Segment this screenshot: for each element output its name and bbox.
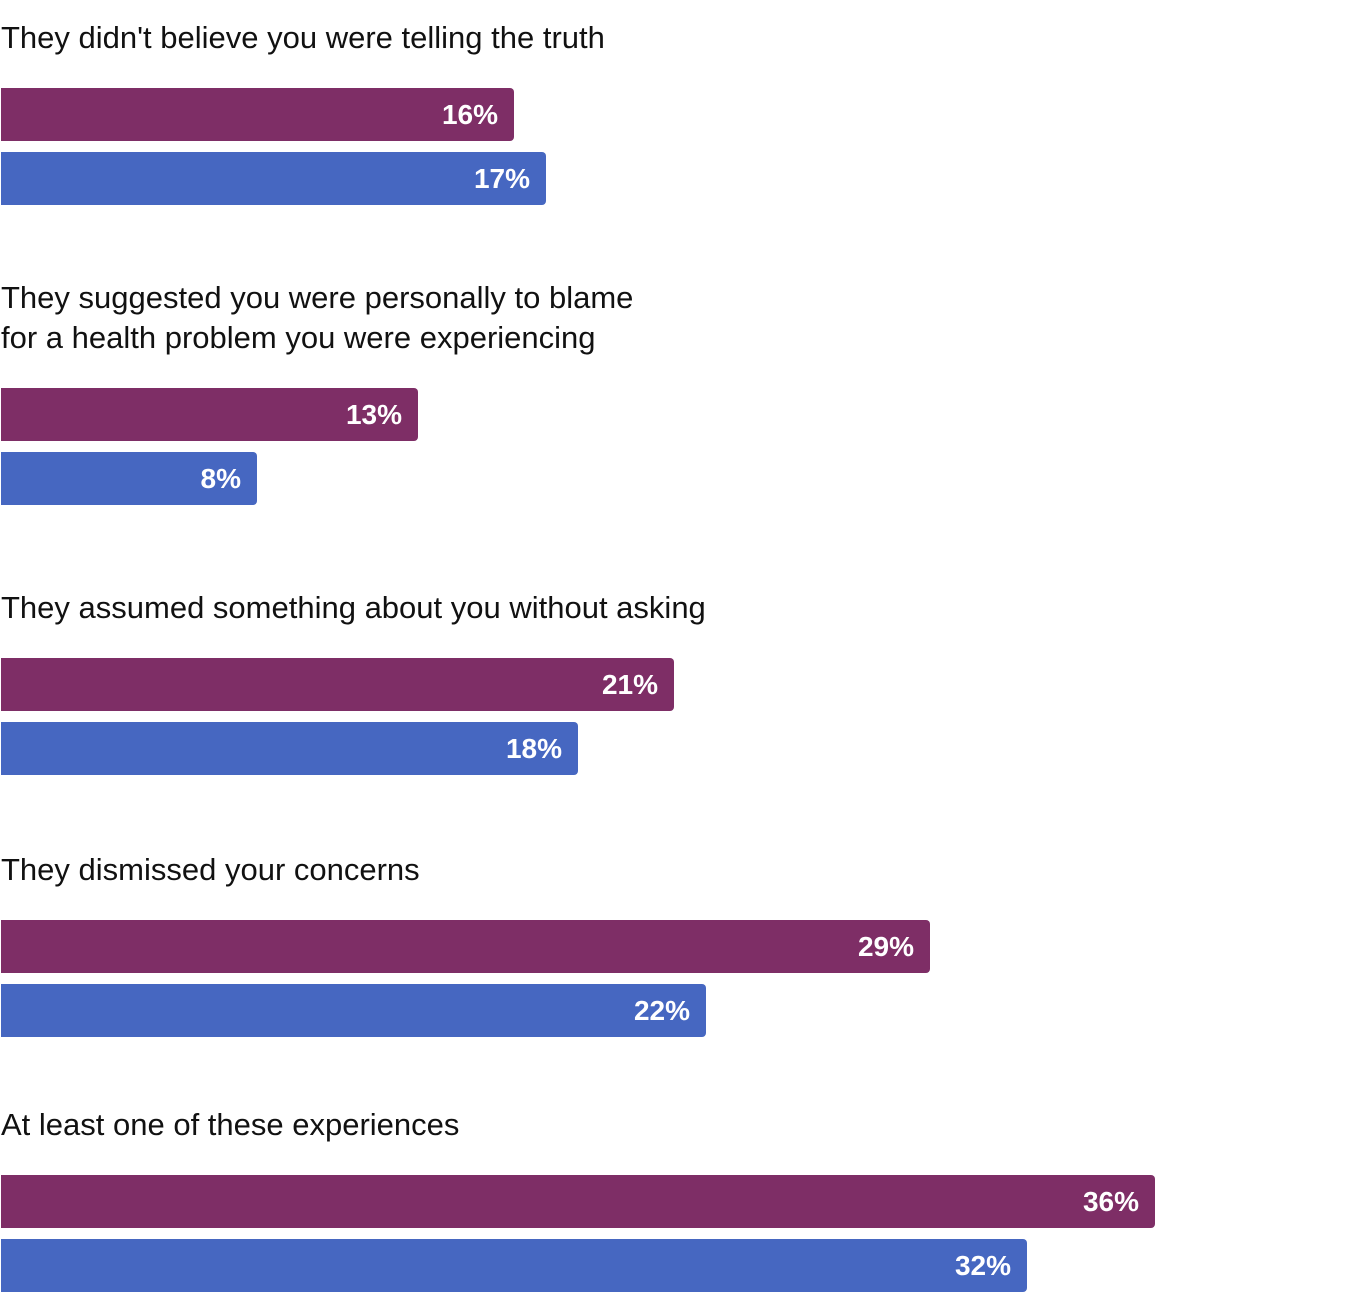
bar: 16%: [1, 88, 514, 141]
data-label: 29%: [857, 931, 914, 962]
category-label: At least one of these experiences: [1, 1107, 460, 1142]
data-label: 32%: [954, 1250, 1011, 1281]
bar: 29%: [1, 920, 930, 973]
category-label: They suggested you were personally to bl…: [1, 280, 634, 355]
data-label: 17%: [473, 163, 530, 194]
category-label: They dismissed your concerns: [1, 852, 420, 887]
bar: 22%: [1, 984, 706, 1037]
bar: 13%: [1, 388, 418, 441]
data-label: 13%: [345, 399, 402, 430]
data-label: 36%: [1082, 1186, 1139, 1217]
data-label: 16%: [441, 99, 498, 130]
category-label: They assumed something about you without…: [1, 590, 706, 625]
bar: 36%: [1, 1175, 1155, 1228]
bar: 18%: [1, 722, 578, 775]
data-label: 22%: [633, 995, 690, 1026]
bar: 17%: [1, 152, 546, 205]
data-label: 8%: [200, 463, 241, 494]
bar: 8%: [1, 452, 257, 505]
bar: 21%: [1, 658, 674, 711]
category-label: They didn't believe you were telling the…: [1, 20, 605, 55]
bar: 32%: [1, 1239, 1027, 1292]
data-label: 18%: [505, 733, 562, 764]
data-label: 21%: [601, 669, 658, 700]
